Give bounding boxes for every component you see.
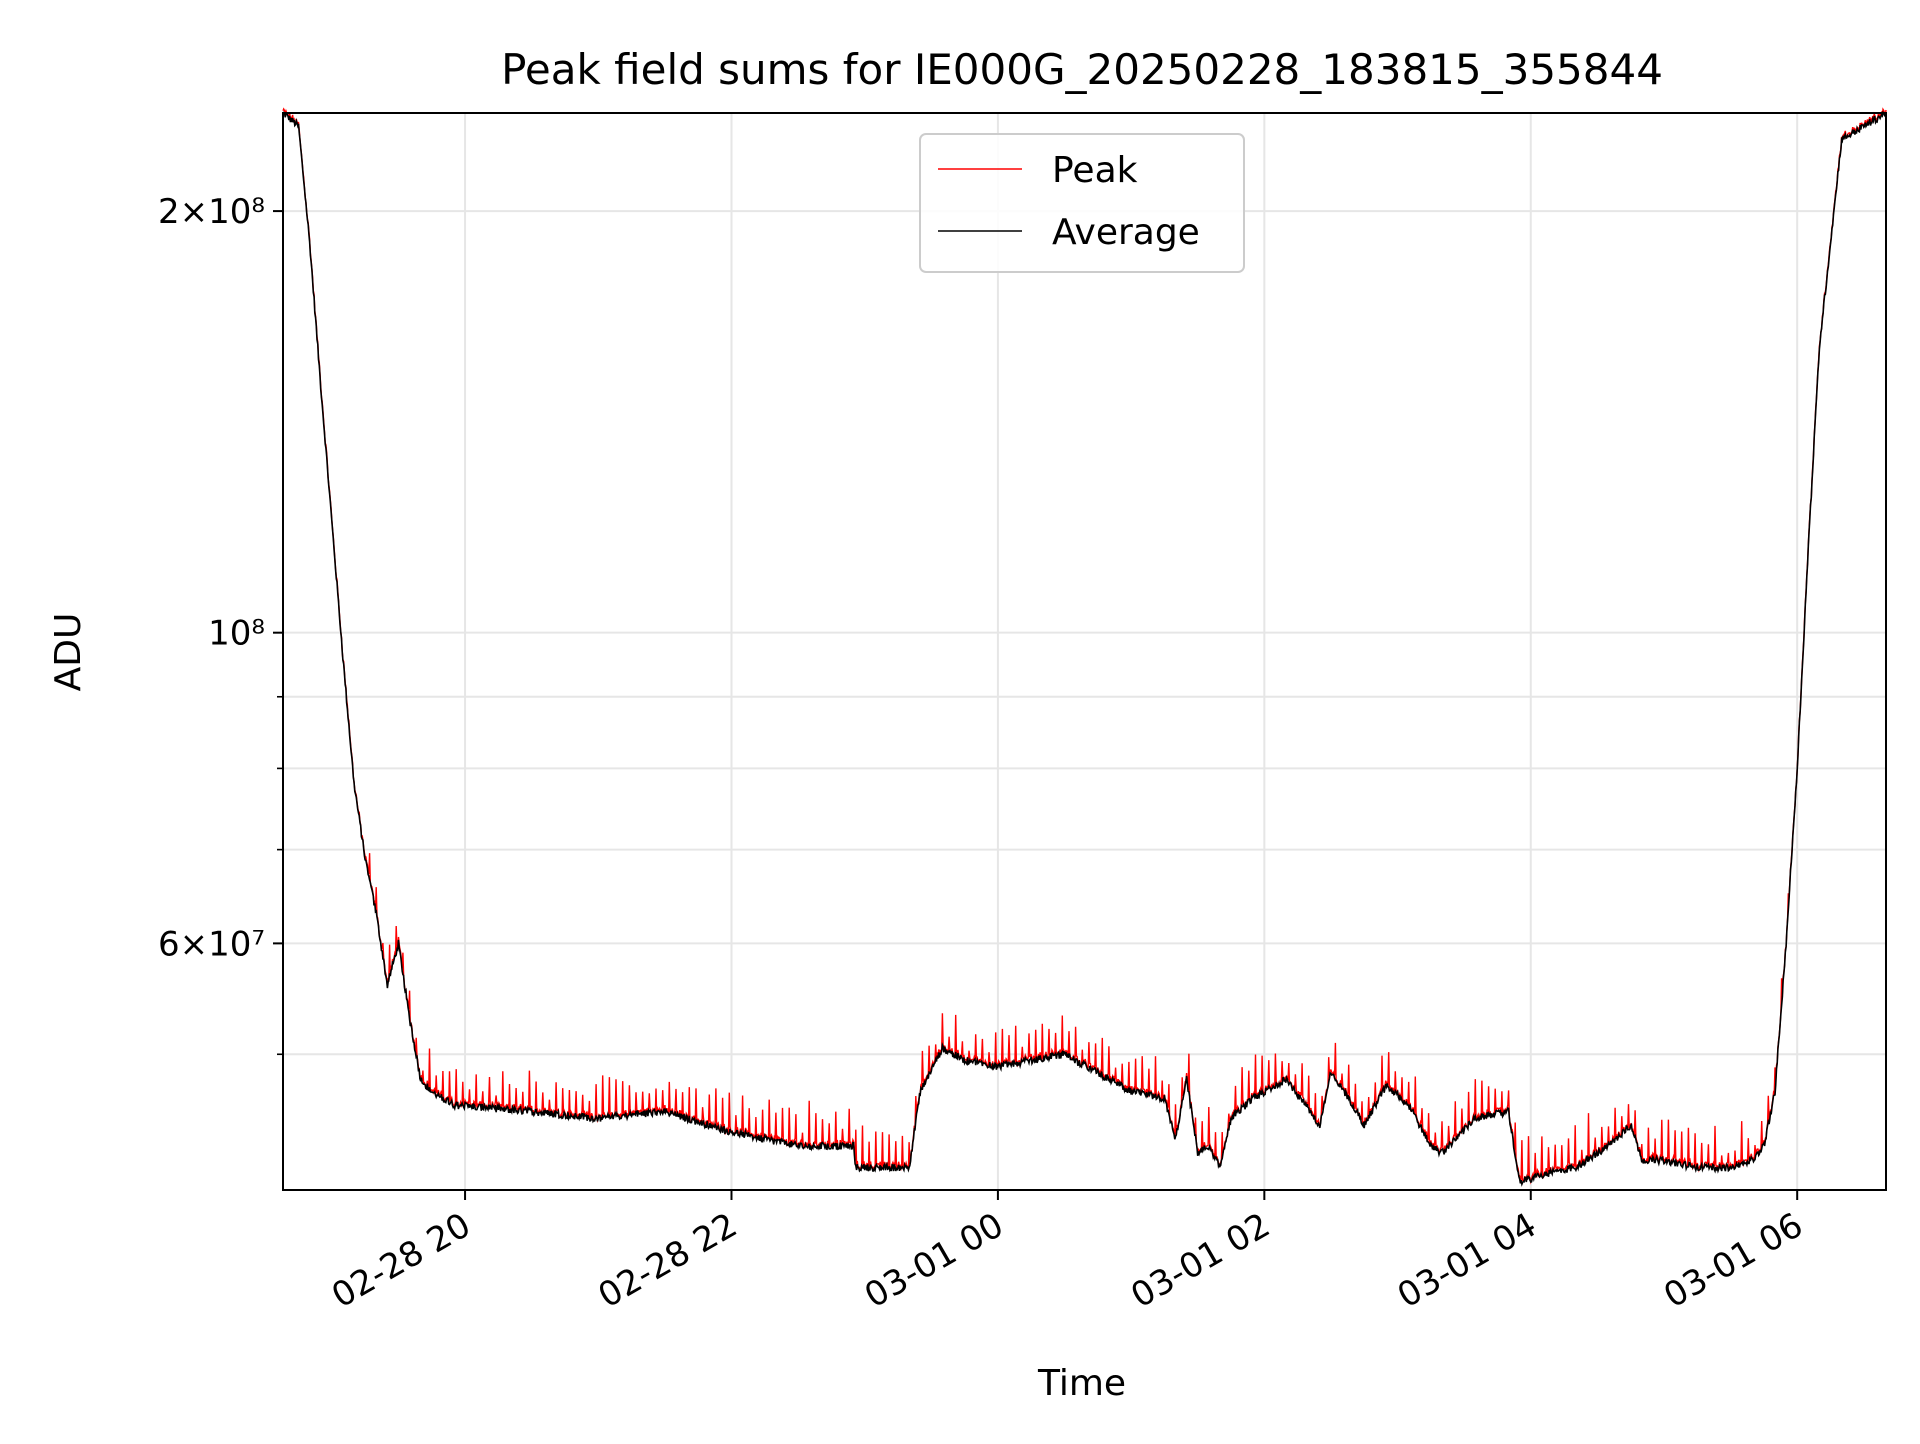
y-tick-label: 2×10⁸ (158, 192, 265, 232)
x-tick-label: 03-01 02 (1124, 1205, 1276, 1316)
legend-peak-label: Peak (1052, 150, 1138, 191)
x-tick-label: 02-28 20 (325, 1205, 477, 1316)
x-axis-ticks: 02-28 20 02-28 22 03-01 00 03-01 02 03-01 04… (325, 1190, 1810, 1316)
x-tick-label: 02-28 22 (592, 1205, 744, 1316)
grid (283, 113, 1886, 1190)
y-axis-ticks: 2×10⁸ 10⁸ 6×10⁷ (158, 192, 283, 1056)
plot-frame (282, 112, 1887, 1191)
x-tick-label: 03-01 06 (1657, 1205, 1809, 1316)
legend-average-label: Average (1052, 212, 1200, 253)
y-axis-label: ADU (48, 613, 89, 692)
x-tick-label: 03-01 04 (1391, 1205, 1543, 1316)
average-series (282, 110, 1887, 1187)
chart-title: Peak field sums for IE000G_20250228_1838… (501, 45, 1663, 94)
legend: Peak Average (919, 133, 1245, 273)
x-axis-label: Time (1037, 1363, 1126, 1404)
average-line (282, 110, 1887, 1187)
x-tick-label: 03-01 00 (858, 1205, 1010, 1316)
y-tick-label: 6×10⁷ (158, 924, 265, 964)
y-tick-label: 10⁸ (208, 614, 265, 654)
